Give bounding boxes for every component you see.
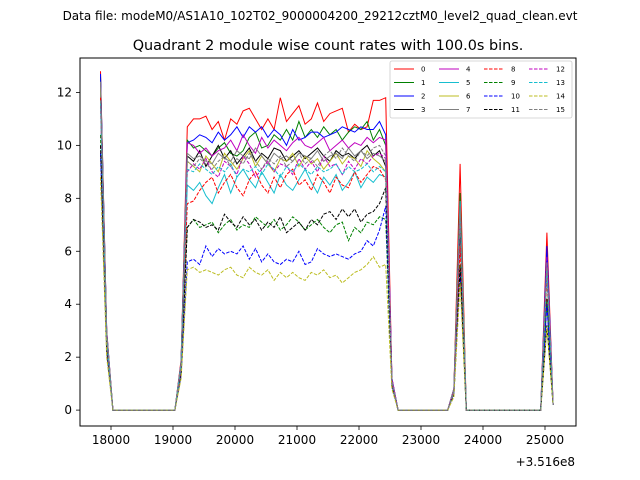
- legend-label-13: 13: [556, 79, 565, 87]
- y-tick-label: 12: [57, 85, 72, 99]
- x-tick-label: 19000: [154, 433, 192, 447]
- series-line-10: [100, 153, 554, 411]
- legend-label-8: 8: [511, 66, 515, 74]
- legend-label-1: 1: [421, 79, 425, 87]
- y-tick-label: 2: [64, 350, 72, 364]
- plot-frame: [79, 57, 577, 427]
- legend-label-4: 4: [466, 66, 471, 74]
- figure-suptitle: Data file: modeM0/AS1A10_102T02_90000042…: [63, 9, 578, 23]
- y-tick-label: 8: [64, 191, 72, 205]
- legend-label-2: 2: [421, 93, 425, 101]
- legend-label-11: 11: [511, 106, 520, 114]
- y-axis: 0 2 4 6 8 10 12: [57, 85, 80, 417]
- chart-title: Quadrant 2 module wise count rates with …: [133, 38, 524, 54]
- series-line-0: [100, 71, 554, 411]
- legend-label-15: 15: [556, 106, 565, 114]
- series-lines: [100, 71, 554, 411]
- legend-label-12: 12: [556, 66, 565, 74]
- series-line-9: [100, 134, 554, 411]
- x-tick-label: 22000: [340, 433, 378, 447]
- legend-label-0: 0: [421, 66, 425, 74]
- series-line-12: [100, 105, 554, 411]
- x-tick-label: 23000: [402, 433, 440, 447]
- x-tick-label: 18000: [92, 433, 130, 447]
- y-tick-label: 0: [64, 403, 72, 417]
- legend-label-6: 6: [466, 93, 471, 101]
- legend-label-5: 5: [466, 79, 470, 87]
- series-line-6: [100, 87, 554, 411]
- legend-label-9: 9: [511, 79, 515, 87]
- x-tick-label: 20000: [216, 433, 254, 447]
- series-line-14: [100, 177, 554, 411]
- x-tick-label: 25000: [526, 433, 564, 447]
- series-line-1: [100, 76, 554, 411]
- series-line-2: [100, 73, 554, 411]
- legend-label-3: 3: [421, 106, 425, 114]
- series-line-13: [100, 102, 554, 411]
- x-tick-label: 24000: [464, 433, 502, 447]
- legend-label-7: 7: [466, 106, 470, 114]
- legend-label-10: 10: [511, 93, 520, 101]
- series-line-15: [100, 100, 554, 411]
- y-tick-label: 10: [57, 138, 72, 152]
- series-line-3: [100, 89, 554, 411]
- y-tick-label: 4: [64, 297, 72, 311]
- series-line-4: [100, 84, 554, 411]
- legend-box: [389, 60, 573, 119]
- series-line-11: [100, 145, 554, 411]
- series-line-5: [100, 92, 554, 411]
- legend-label-14: 14: [556, 93, 565, 101]
- y-tick-label: 6: [64, 244, 72, 258]
- x-offset-label: +3.516e8: [516, 455, 575, 469]
- x-tick-label: 21000: [278, 433, 316, 447]
- x-axis: 18000 19000 20000 21000 22000 23000 24000 25000: [92, 426, 564, 447]
